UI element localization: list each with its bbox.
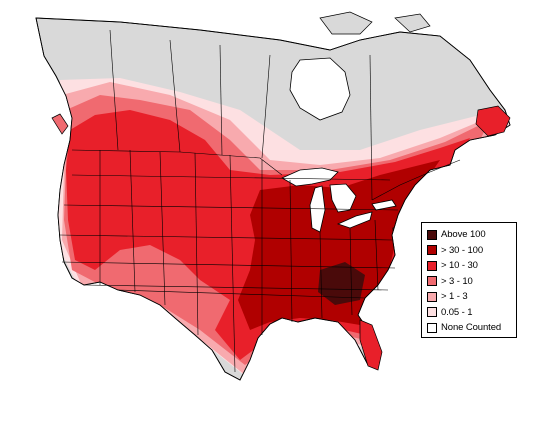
legend-label: > 1 - 3 bbox=[441, 291, 468, 303]
great-lakes bbox=[281, 167, 397, 233]
legend-label: None Counted bbox=[441, 322, 502, 334]
lake-ontario bbox=[371, 199, 397, 211]
legend-label: > 3 - 10 bbox=[441, 275, 473, 287]
legend-label: > 30 - 100 bbox=[441, 244, 484, 256]
legend-label: 0.05 - 1 bbox=[441, 306, 473, 318]
legend-label: Above 100 bbox=[441, 229, 486, 241]
legend-swatch bbox=[427, 229, 437, 240]
florida bbox=[359, 319, 383, 371]
vancouver-island bbox=[51, 113, 69, 135]
legend-item: Above 100 bbox=[427, 227, 516, 243]
abundance-layer bbox=[55, 78, 510, 380]
legend-item: > 30 - 100 bbox=[427, 243, 516, 259]
legend-swatch bbox=[427, 307, 437, 318]
legend-item: None Counted bbox=[427, 320, 516, 336]
map-legend: Above 100 > 30 - 100 > 10 - 30 > 3 - 10 > 1 … bbox=[421, 222, 517, 338]
legend-swatch bbox=[427, 245, 437, 256]
arctic-island bbox=[319, 11, 373, 35]
state-province-boundaries bbox=[59, 29, 461, 373]
arctic-island-east bbox=[394, 13, 431, 33]
band-above-100 bbox=[318, 262, 365, 305]
hudson-bay bbox=[289, 57, 351, 121]
legend-swatch bbox=[427, 291, 437, 302]
lake-huron bbox=[329, 183, 357, 213]
legend-item: > 1 - 3 bbox=[427, 289, 516, 305]
legend-item: 0.05 - 1 bbox=[427, 305, 516, 321]
newfoundland bbox=[475, 105, 511, 137]
legend-label: > 10 - 30 bbox=[441, 260, 478, 272]
legend-item: > 10 - 30 bbox=[427, 258, 516, 274]
legend-swatch bbox=[427, 322, 437, 333]
legend-swatch bbox=[427, 260, 437, 271]
legend-item: > 3 - 10 bbox=[427, 274, 516, 290]
lake-erie bbox=[336, 211, 373, 229]
legend-swatch bbox=[427, 276, 437, 287]
lake-superior bbox=[281, 167, 339, 187]
